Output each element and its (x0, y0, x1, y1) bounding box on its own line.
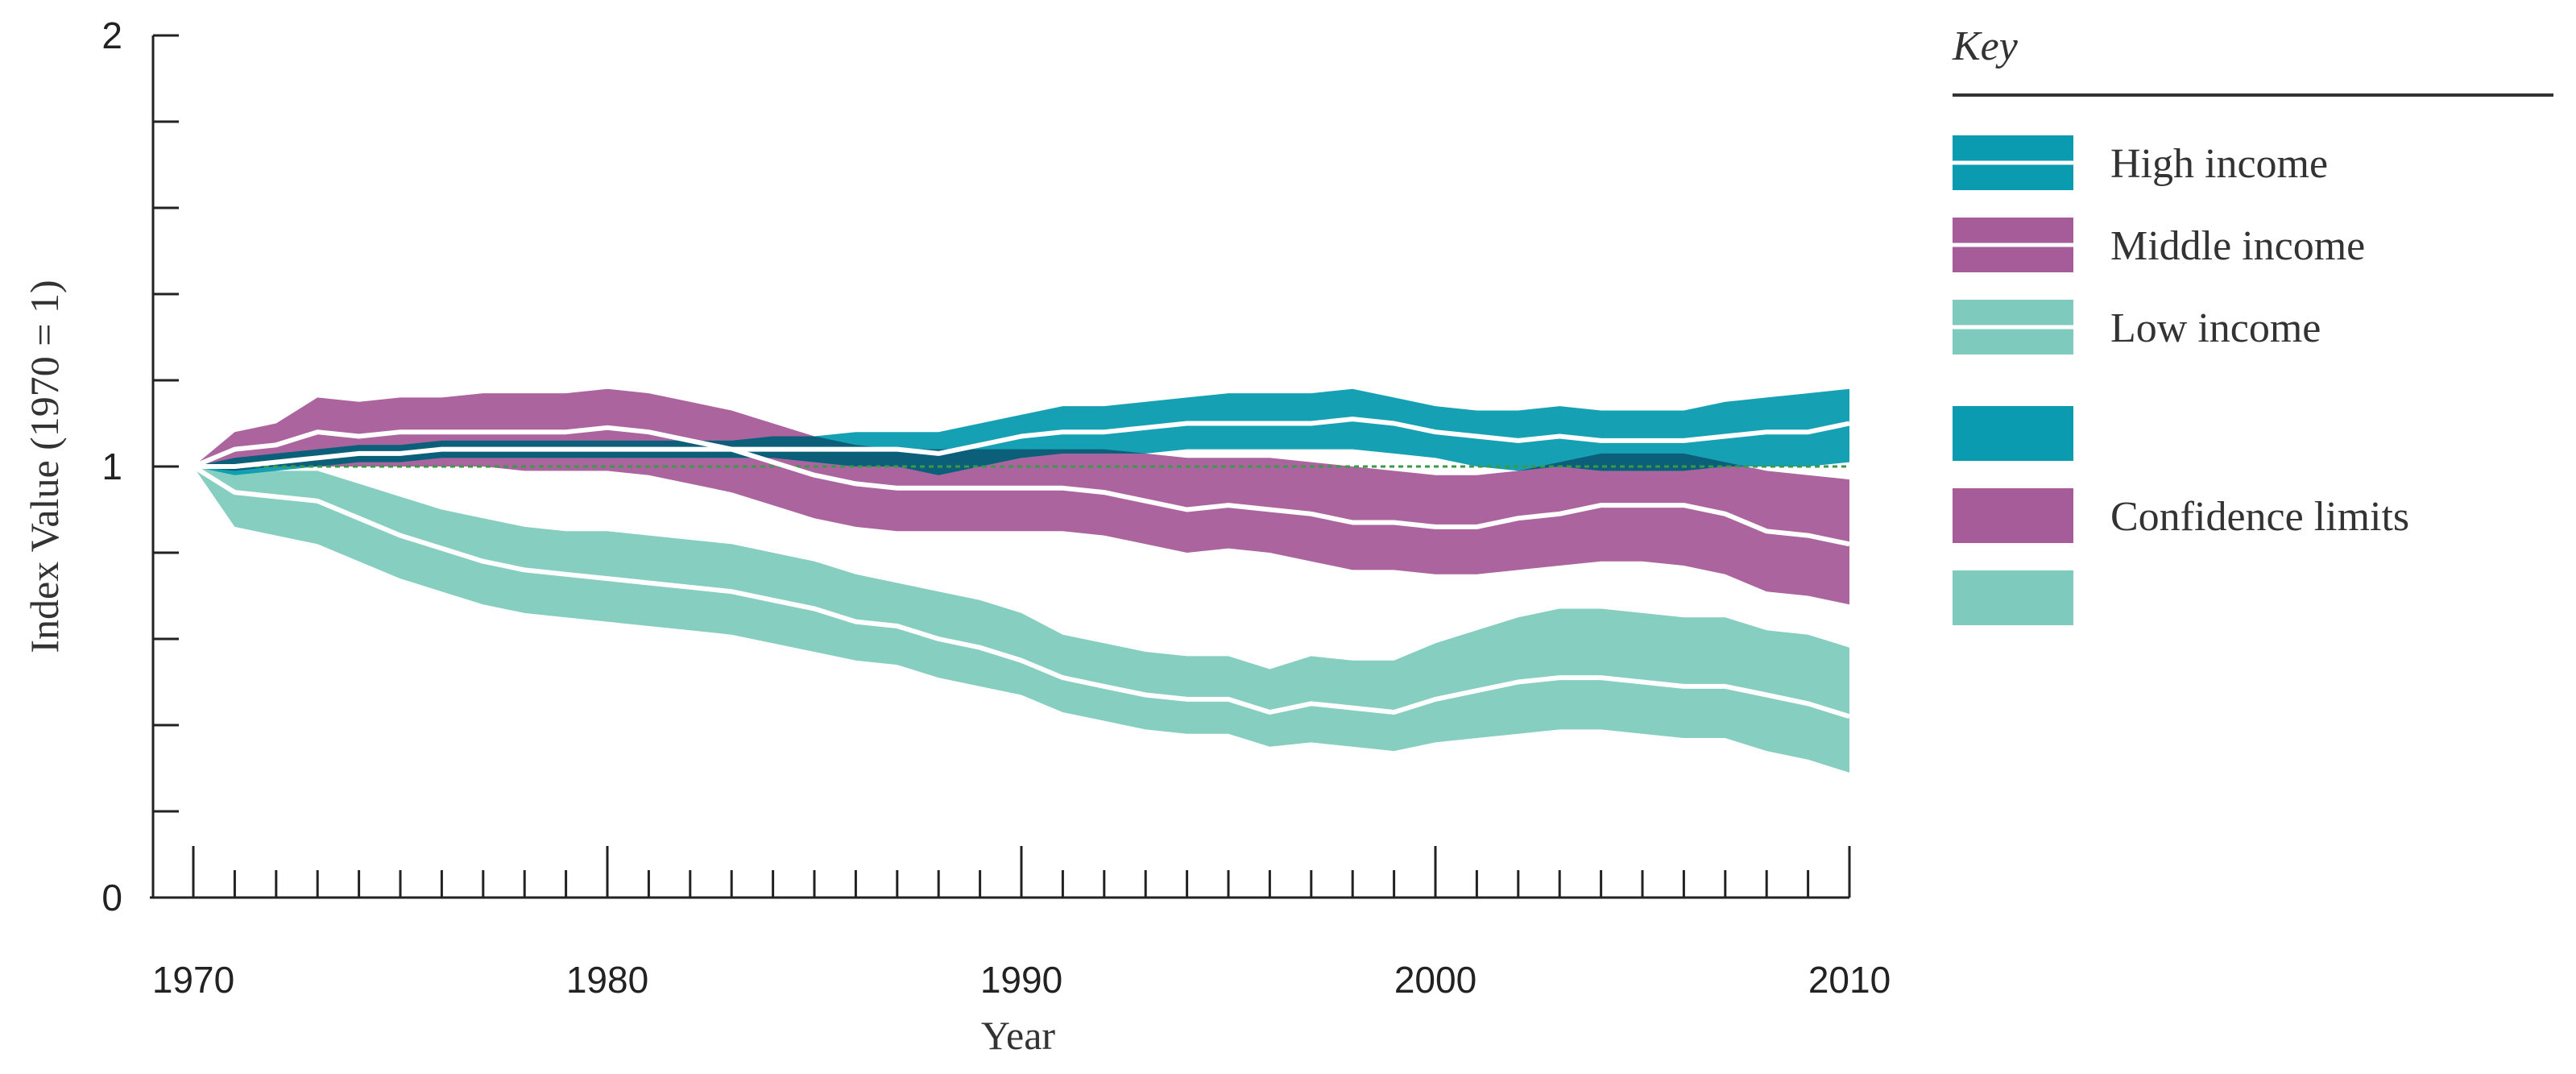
x-tick-label: 2000 (1394, 959, 1476, 1001)
high-income-median-line (193, 417, 1850, 469)
low-income-confidence-swatch (1953, 570, 2073, 625)
low-income-legend-label: Low income (2110, 305, 2321, 351)
y-tick-label: 2 (101, 15, 122, 56)
middle-income-median-line (192, 425, 1850, 547)
y-tick-label: 0 (101, 877, 122, 918)
plot-area (192, 388, 1850, 773)
y-axis-title: Index Value (1970 = 1) (22, 280, 67, 653)
high-income-confidence-swatch (1953, 406, 2073, 461)
middle-income-confidence-swatch (1953, 488, 2073, 543)
x-tick-label: 1970 (152, 959, 234, 1001)
confidence-limits-legend-label: Confidence limits (2110, 494, 2409, 540)
legend: Key High income Middle income Low income Con… (1952, 23, 2553, 625)
legend-title: Key (1952, 23, 2019, 69)
high-income-legend-label: High income (2110, 141, 2328, 187)
middle-income-legend-label: Middle income (2110, 223, 2365, 269)
x-axis-title: Year (981, 1013, 1055, 1058)
x-tick-label: 1980 (566, 959, 648, 1001)
x-tick-label: 1990 (980, 959, 1062, 1001)
x-tick-label: 2010 (1808, 959, 1891, 1001)
axes: 0 1 2 Index Value (1970 = 1) 1970 1980 1990 200… (22, 15, 1891, 1058)
low-income-median-line (192, 464, 1850, 719)
y-tick-label: 1 (101, 446, 122, 487)
low-income-confidence-band (193, 467, 1849, 773)
